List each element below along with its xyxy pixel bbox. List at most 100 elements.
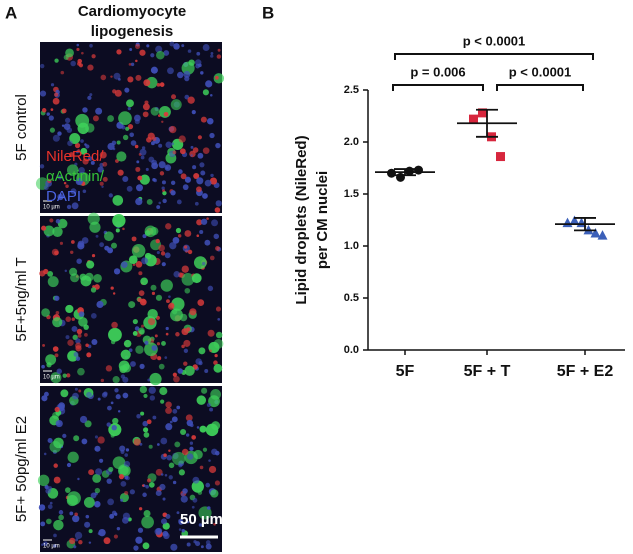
cell xyxy=(213,522,216,526)
cell xyxy=(133,438,141,446)
cell xyxy=(107,115,115,122)
cell xyxy=(158,143,163,148)
cell xyxy=(139,174,150,185)
cell xyxy=(67,140,73,147)
cell xyxy=(66,373,71,378)
cell xyxy=(159,387,168,396)
cell xyxy=(53,533,57,538)
cell xyxy=(202,193,208,199)
cell xyxy=(181,265,189,273)
cell xyxy=(183,339,191,347)
cell xyxy=(198,347,206,355)
cell xyxy=(90,287,97,293)
cell xyxy=(165,141,172,148)
cell xyxy=(122,392,129,399)
cell xyxy=(101,185,104,189)
cell xyxy=(52,317,63,328)
cell xyxy=(79,415,88,424)
cell xyxy=(61,124,65,127)
cell xyxy=(178,169,183,174)
cell xyxy=(209,407,214,412)
cell xyxy=(53,519,64,531)
small-scale: 10 µm xyxy=(43,205,60,211)
cell xyxy=(69,133,81,144)
cell xyxy=(129,489,135,495)
cell xyxy=(75,356,81,361)
cell xyxy=(58,510,64,515)
cell xyxy=(168,475,173,480)
cell xyxy=(144,254,157,267)
cell xyxy=(73,435,80,442)
cell xyxy=(48,115,54,121)
cell xyxy=(94,487,101,494)
cell xyxy=(112,195,124,206)
cell xyxy=(111,424,117,431)
cell xyxy=(193,256,207,270)
cell xyxy=(161,120,164,124)
cell xyxy=(55,219,61,224)
cell xyxy=(74,512,78,517)
cell xyxy=(119,445,126,452)
cell xyxy=(164,474,168,477)
cell xyxy=(161,341,166,346)
cell xyxy=(73,351,79,357)
cell xyxy=(43,541,48,546)
cell xyxy=(86,391,92,398)
cell xyxy=(165,423,173,431)
cell xyxy=(174,441,181,448)
y-tick-label: 0.5 xyxy=(344,292,359,304)
cell xyxy=(140,277,148,286)
cell xyxy=(148,386,156,394)
cell xyxy=(85,514,90,519)
cell xyxy=(136,414,141,419)
cell xyxy=(215,200,222,207)
cell xyxy=(171,142,175,146)
cell xyxy=(152,415,157,420)
cell xyxy=(128,301,136,309)
cell xyxy=(85,144,90,149)
cell xyxy=(118,474,125,480)
point xyxy=(469,114,478,124)
cell xyxy=(78,317,88,327)
cell xyxy=(198,523,203,527)
cell xyxy=(150,53,155,58)
cell xyxy=(146,198,153,205)
cell xyxy=(78,167,85,174)
cell xyxy=(125,126,130,131)
cell xyxy=(142,542,150,550)
cell xyxy=(77,240,85,248)
cell xyxy=(209,132,215,139)
cell xyxy=(78,63,84,68)
cell xyxy=(65,487,71,493)
cell xyxy=(119,465,129,476)
cell xyxy=(89,43,93,48)
cell xyxy=(162,198,167,204)
cell xyxy=(192,476,200,484)
cell xyxy=(47,270,54,277)
small-scale: 10 µm xyxy=(43,375,60,381)
cell xyxy=(120,261,128,269)
cell xyxy=(111,510,117,516)
cell xyxy=(110,242,117,249)
cell xyxy=(43,452,47,456)
cell xyxy=(214,480,220,486)
cell xyxy=(180,429,187,436)
cell xyxy=(144,230,151,236)
cell xyxy=(54,58,59,63)
cell xyxy=(138,327,145,335)
cell xyxy=(106,422,111,427)
cell xyxy=(76,328,83,335)
cell xyxy=(197,135,202,140)
cell xyxy=(58,514,64,521)
cell xyxy=(213,338,224,349)
cell xyxy=(185,414,193,422)
cell xyxy=(172,408,178,414)
cell xyxy=(67,491,81,506)
cell xyxy=(186,453,194,460)
panel-title: Cardiomyocyte xyxy=(78,3,186,20)
cell xyxy=(87,64,94,71)
cell xyxy=(64,269,68,273)
cell xyxy=(123,460,131,468)
cell xyxy=(186,520,190,524)
cell xyxy=(94,435,99,439)
